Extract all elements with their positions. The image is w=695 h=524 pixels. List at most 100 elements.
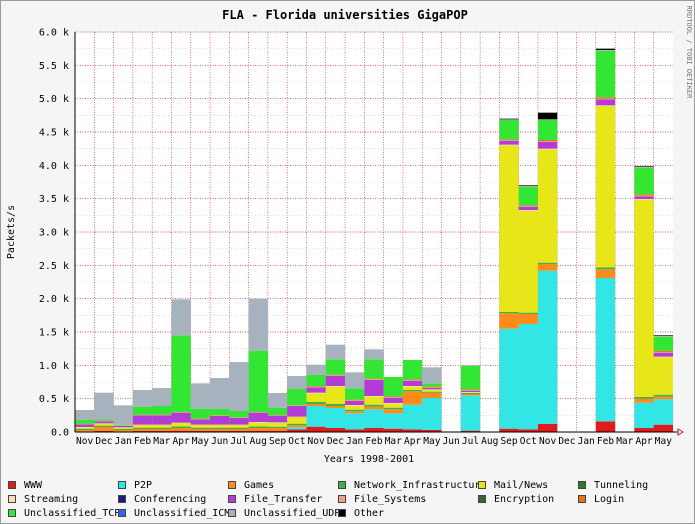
y-tick-label: 4.0 k — [39, 161, 69, 172]
bar-segment — [248, 430, 268, 432]
bar-segment — [248, 350, 268, 412]
legend-label: Login — [594, 493, 625, 505]
bar-segment — [325, 359, 346, 375]
legend-label: Tunneling — [594, 479, 649, 491]
bar-segment — [499, 428, 519, 432]
bars — [75, 48, 673, 432]
bar-segment — [248, 412, 268, 422]
bar-segment — [287, 427, 307, 430]
bar-segment — [325, 406, 346, 408]
bar-segment — [364, 379, 384, 380]
legend-label: Network_Infrastructure — [354, 479, 487, 491]
x-tick-label: Jan — [578, 436, 595, 447]
bar-segment — [325, 386, 346, 387]
x-tick-label: Feb — [134, 436, 151, 447]
bar-segment — [422, 387, 442, 388]
legend-label: Conferencing — [134, 493, 207, 505]
x-tick-label: Jul — [462, 436, 479, 447]
legend-item: File_Transfer — [228, 492, 322, 506]
legend-swatch — [578, 481, 586, 489]
bar-segment — [595, 98, 616, 100]
bar-segment — [364, 396, 384, 405]
bar-segment — [210, 425, 230, 428]
bar-segment — [94, 425, 114, 427]
bar-segment — [229, 410, 249, 418]
bar-segment — [364, 406, 384, 410]
bar-segment — [287, 388, 307, 406]
bar-segment — [113, 429, 133, 430]
bar-segment — [171, 299, 191, 336]
x-axis-arrow — [677, 428, 684, 436]
bar-segment — [75, 428, 95, 430]
bar-segment — [113, 405, 133, 425]
bar-segment — [306, 392, 326, 394]
bar-segment — [383, 413, 403, 429]
legend-swatch — [8, 495, 16, 503]
bar-segment — [287, 406, 307, 417]
bar-segment — [653, 396, 673, 400]
bar-segment — [248, 298, 268, 351]
bar-segment — [364, 378, 384, 380]
bar-segment — [229, 362, 249, 411]
bar-segment — [210, 427, 230, 429]
bar-segment — [306, 386, 326, 387]
bar-segment — [152, 425, 172, 428]
bar-segment — [537, 142, 558, 149]
chart-title: FLA - Florida universities GigaPOP — [222, 8, 468, 22]
bar-segment — [75, 430, 95, 432]
bar-segment — [267, 426, 288, 428]
bar-segment — [402, 429, 423, 432]
bar-segment — [75, 427, 95, 429]
y-tick-label: 2.0 k — [39, 294, 69, 305]
bar-segment — [653, 336, 673, 337]
bar-segment — [152, 406, 172, 415]
legend-item: Mail/News — [478, 478, 548, 492]
bar-segment — [595, 99, 616, 106]
bar-segment — [537, 424, 558, 432]
legend-label: P2P — [134, 479, 153, 491]
bar-segment — [306, 374, 326, 386]
bar-segment — [132, 406, 153, 415]
bar-segment — [132, 425, 153, 428]
bar-segment — [422, 392, 442, 398]
legend-item: Unclassified_UDP — [228, 506, 340, 520]
bar-segment — [402, 360, 423, 380]
bar-segment — [653, 335, 673, 336]
legend-swatch — [578, 495, 586, 503]
bar-segment — [653, 394, 673, 397]
bar-segment — [132, 429, 153, 431]
legend-item: P2P — [118, 478, 152, 492]
bar-segment — [364, 428, 384, 432]
bar-segment — [422, 389, 442, 392]
bar-segment — [383, 377, 403, 397]
axes — [74, 32, 684, 436]
bar-segment — [460, 395, 481, 431]
x-tick-label: Jul — [230, 436, 247, 447]
bar-segment — [248, 426, 268, 428]
x-tick-label: Feb — [365, 436, 382, 447]
bar-segment — [518, 312, 538, 314]
bar-segment — [422, 383, 442, 387]
bar-segment — [229, 427, 249, 429]
bar-segment — [94, 419, 114, 421]
legend-item: Login — [578, 492, 624, 506]
legend-item: Network_Infrastructure — [338, 478, 486, 492]
bar-segment — [383, 407, 403, 410]
bar-segment — [422, 367, 442, 384]
bar-segment — [402, 386, 423, 390]
legend-swatch — [228, 481, 236, 489]
bar-segment — [537, 148, 558, 150]
legend-item: Conferencing — [118, 492, 206, 506]
legend-swatch — [338, 495, 346, 503]
bar-segment — [190, 419, 211, 425]
x-tick-label: Oct — [520, 436, 537, 447]
x-tick-label: Sep — [269, 436, 286, 447]
legend-swatch — [338, 509, 346, 517]
bar-segment — [152, 429, 172, 431]
bar-segment — [499, 145, 519, 312]
bar-segment — [460, 389, 481, 390]
bar-segment — [210, 429, 230, 431]
bar-segment — [132, 390, 153, 407]
bar-segment — [383, 403, 403, 404]
